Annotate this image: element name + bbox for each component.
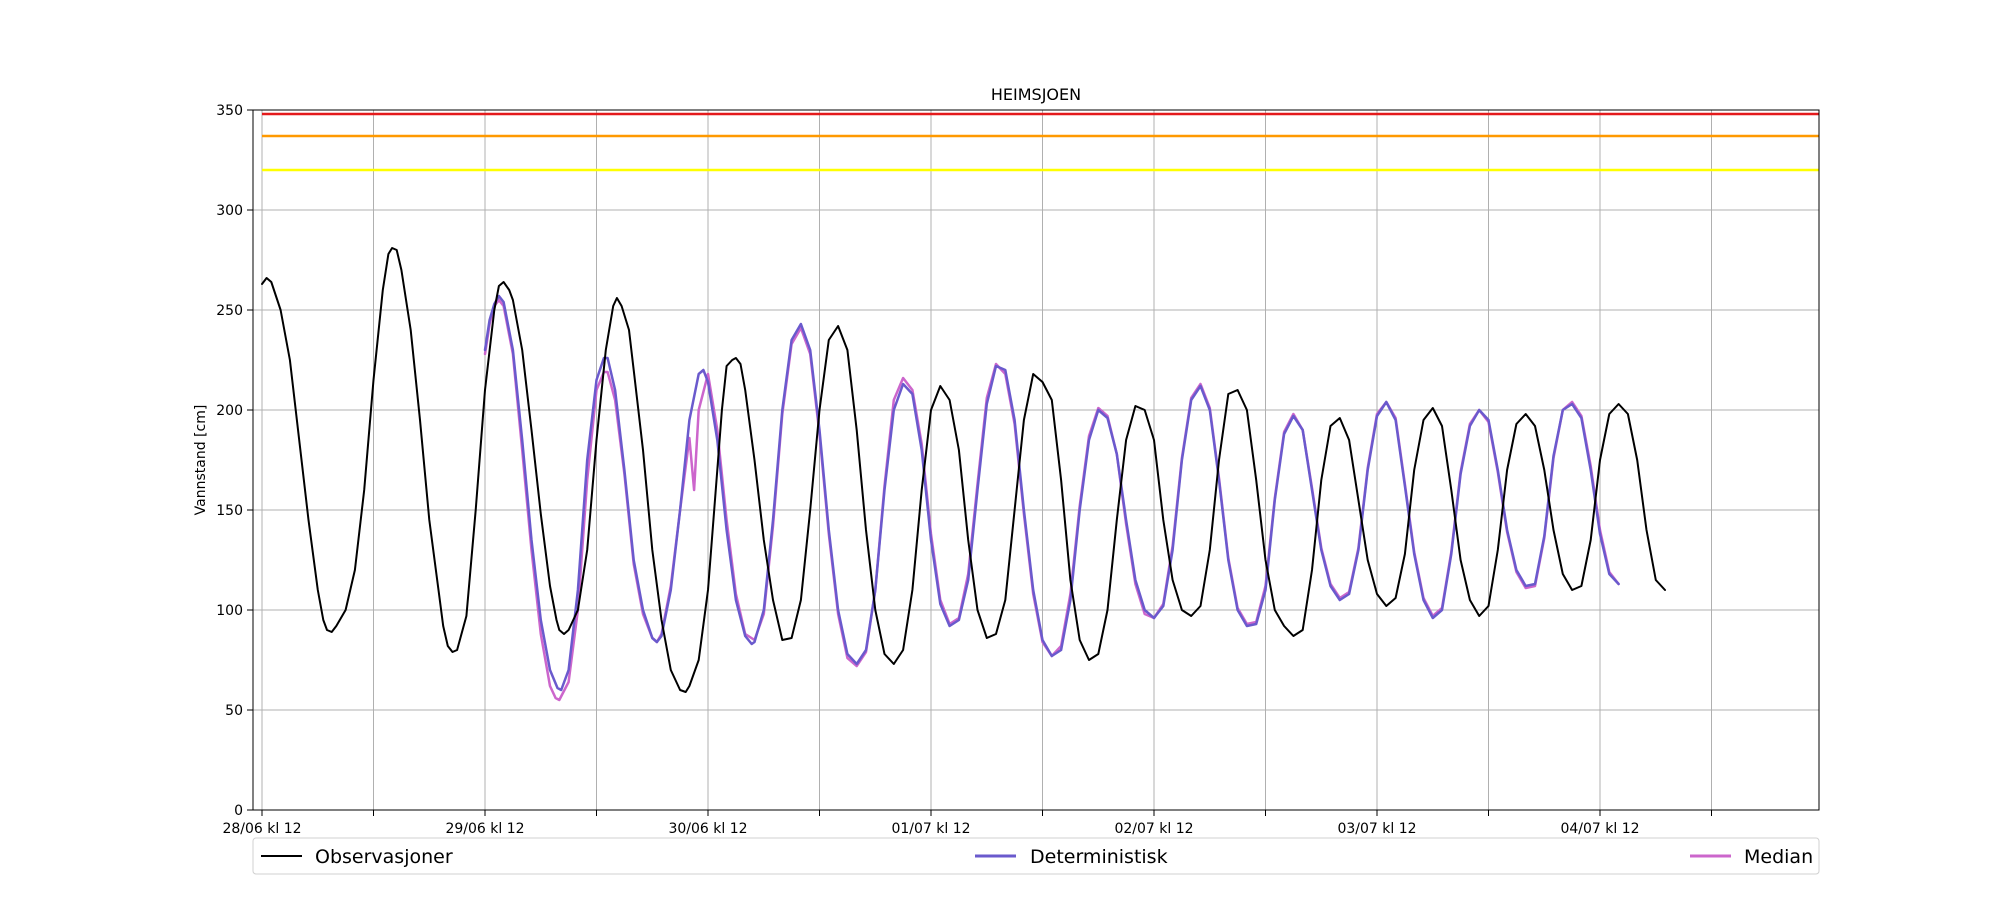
x-tick-label: 29/06 kl 12 bbox=[445, 821, 524, 837]
legend-frame bbox=[252, 837, 1820, 875]
y-tick-label: 350 bbox=[216, 103, 243, 119]
series-line-observasjoner bbox=[261, 247, 1666, 693]
grid bbox=[253, 109, 1819, 811]
y-tick-label: 150 bbox=[216, 503, 243, 519]
x-axis: 28/06 kl 12 29/06 kl 12 30/06 kl 12 01/07 k… bbox=[222, 810, 1712, 837]
x-tick-label: 02/07 kl 12 bbox=[1114, 821, 1193, 837]
x-tick-label: 30/06 kl 12 bbox=[668, 821, 747, 837]
y-tick-label: 250 bbox=[216, 303, 243, 319]
y-tick-label: 100 bbox=[216, 603, 243, 619]
y-tick-label: 50 bbox=[225, 703, 243, 719]
legend: Observasjoner Deterministisk Median bbox=[252, 837, 1820, 875]
chart-title: HEIMSJOEN bbox=[991, 85, 1081, 104]
legend-label-median: Median bbox=[1744, 846, 1813, 868]
y-tick-label: 300 bbox=[216, 203, 243, 219]
x-tick-label: 03/07 kl 12 bbox=[1337, 821, 1416, 837]
series-line-deterministisk bbox=[483, 294, 1620, 692]
x-tick-label: 28/06 kl 12 bbox=[222, 821, 301, 837]
series-lines bbox=[261, 247, 1666, 702]
x-tick-label: 04/07 kl 12 bbox=[1560, 821, 1639, 837]
threshold-lines bbox=[262, 112, 1819, 172]
y-tick-label: 0 bbox=[234, 803, 243, 819]
y-axis: 0 50 100 150 200 250 300 350 bbox=[216, 103, 253, 819]
y-tick-label: 200 bbox=[216, 403, 243, 419]
y-axis-label: Vannstand [cm] bbox=[193, 405, 209, 516]
legend-label-observasjoner: Observasjoner bbox=[315, 846, 453, 868]
legend-label-deterministisk: Deterministisk bbox=[1030, 846, 1168, 868]
plot-frame bbox=[252, 109, 1820, 811]
x-tick-label: 01/07 kl 12 bbox=[891, 821, 970, 837]
